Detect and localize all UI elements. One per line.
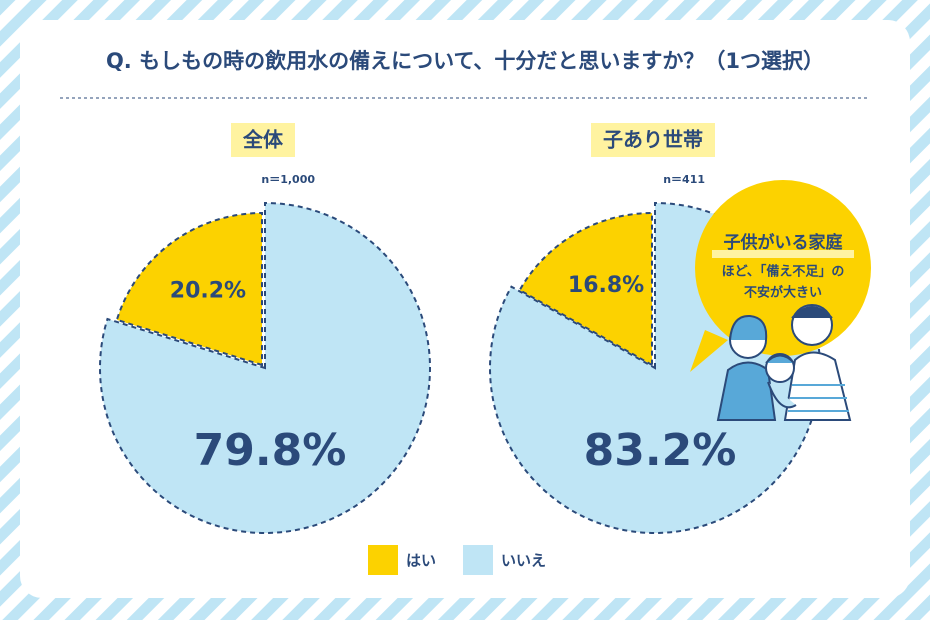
family-illustration	[716, 304, 852, 421]
legend-label: いいえ	[501, 552, 546, 570]
callout-text: 不安が大きい	[744, 285, 822, 301]
chart-subtitle: n＝1,000	[261, 173, 315, 186]
chart-title-bg	[591, 123, 715, 157]
legend-swatch	[368, 545, 398, 575]
value-label: 83.2%	[584, 425, 737, 476]
callout-title: 子供がいる家庭	[724, 232, 843, 253]
chart-title-bg	[231, 123, 295, 157]
chart-title: 子あり世帯	[603, 128, 703, 152]
pie-slice	[99, 201, 431, 534]
page-title: Q. もしもの時の飲用水の備えについて、十分だと思いますか？（1つ選択）	[106, 49, 824, 73]
callout: 子供がいる家庭 ほど、「備え不足」の 不安が大きい	[690, 180, 871, 421]
legend: はい いいえ	[368, 545, 546, 575]
legend-label: はい	[406, 552, 436, 570]
value-label: 20.2%	[170, 279, 246, 304]
legend-swatch	[463, 545, 493, 575]
chart-title: 全体	[242, 128, 284, 152]
value-label: 16.8%	[568, 273, 644, 298]
chart-subtitle: n＝411	[663, 173, 705, 186]
value-label: 79.8%	[194, 425, 347, 476]
pie-slice	[518, 211, 653, 367]
pie-slice	[115, 211, 263, 367]
callout-text: ほど、「備え不足」の	[722, 264, 845, 280]
